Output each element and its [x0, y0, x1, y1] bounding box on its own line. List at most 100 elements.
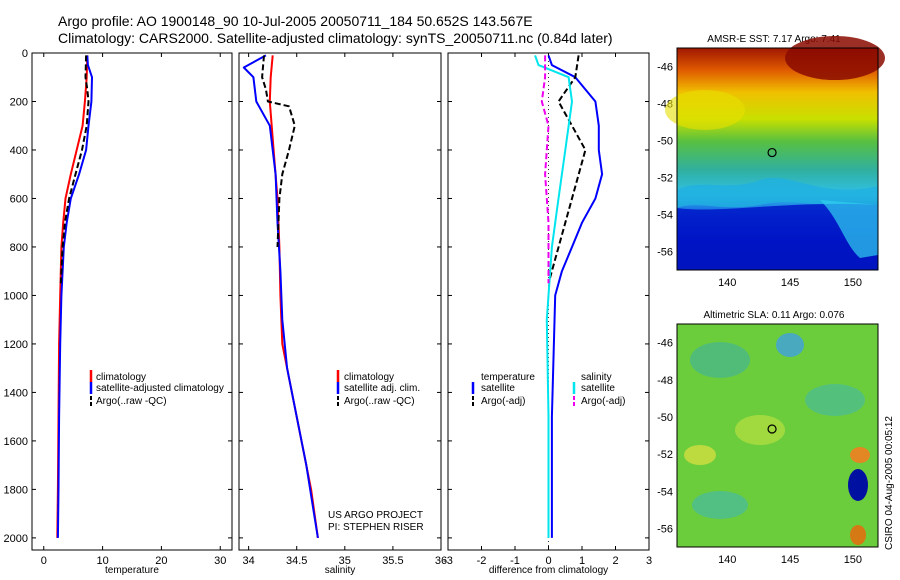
float-position-marker	[767, 147, 777, 158]
sla-map-title: Altimetric SLA: 0.11 Argo: 0.076	[703, 310, 844, 321]
y-tick-label: 1200	[4, 339, 28, 351]
map-y-tick-label: -54	[657, 210, 673, 222]
y-tick-label: 1600	[4, 436, 28, 448]
sla-low-core	[848, 469, 868, 501]
difference-legend: temperature satellite Argo(-adj) salinit…	[471, 372, 625, 408]
sla-high-patch	[850, 525, 866, 545]
x-tick-label: 1	[579, 555, 585, 567]
legend-satellite-adj-clim: satellite adj. clim.	[344, 383, 420, 394]
sla-high-patch	[684, 445, 716, 465]
map-y-tick-label: -50	[657, 412, 673, 424]
x-tick-label: 20	[155, 555, 167, 567]
sla-high-patch	[735, 415, 785, 445]
y-tick-label: 400	[10, 145, 28, 157]
x-axis-label: salinity	[325, 565, 356, 576]
map-y-tick-label: -52	[657, 449, 673, 461]
sla-low-patch	[690, 342, 750, 378]
series-line-argo-raw-qc	[261, 55, 296, 248]
series-line-satellite-adjusted-climatology	[56, 55, 93, 538]
series-line-satellite-adj-clim	[242, 54, 319, 539]
csiro-timestamp: CSIRO 04-Aug-2005 00:05:12	[884, 416, 895, 550]
x-tick-label: -1	[510, 555, 520, 567]
x-tick-label: 0	[545, 555, 551, 567]
climatology-subtitle: Climatology: CARS2000. Satellite-adjuste…	[58, 30, 613, 46]
y-tick-label: 800	[10, 242, 28, 254]
sla-low-patch	[776, 333, 804, 357]
series-line-satellite	[534, 55, 573, 538]
y-tick-label: 2000	[4, 533, 28, 545]
map-x-tick-label: 145	[781, 554, 799, 566]
map-y-tick-label: -56	[657, 247, 673, 259]
legend-temp-argo: Argo(-adj)	[481, 396, 525, 407]
x-tick-label: 34.5	[286, 555, 307, 567]
sla-low-patch	[692, 491, 748, 519]
map-y-tick-label: -54	[657, 486, 673, 498]
series-line-argo-adj	[540, 55, 550, 284]
x-axis-label: temperature	[105, 565, 159, 576]
panel-frame	[31, 52, 233, 551]
x-tick-label: 34	[242, 555, 254, 567]
map-y-tick-label: -46	[657, 338, 673, 350]
sst-cold-region	[677, 203, 878, 270]
salinity-legend: climatology satellite adj. clim. Argo(..…	[336, 370, 420, 408]
map-x-tick-label: 150	[844, 277, 862, 289]
y-tick-label: 1800	[4, 484, 28, 496]
series-line-argo-raw-qc	[59, 55, 90, 284]
x-axis-label: difference from climatology	[489, 565, 608, 576]
y-tick-label: 600	[10, 193, 28, 205]
sla-high-patch	[850, 447, 870, 463]
x-tick-label: 35.5	[382, 555, 403, 567]
x-tick-label: -3	[443, 555, 453, 567]
series-line-argo-adj	[547, 55, 587, 284]
y-tick-label: 0	[22, 48, 28, 60]
map-x-tick-label: 140	[718, 554, 736, 566]
sst-eddy	[820, 200, 878, 258]
map-x-tick-label: 150	[844, 554, 862, 566]
legend-satellite-adjusted: satellite-adjusted climatology	[96, 383, 224, 394]
series-line-satellite	[547, 55, 604, 538]
x-tick-label: 3	[646, 555, 652, 567]
x-tick-label: -2	[477, 555, 487, 567]
map-y-tick-label: -56	[657, 523, 673, 535]
float-position-marker	[767, 424, 777, 434]
y-tick-label: 200	[10, 96, 28, 108]
map-y-tick-label: -48	[657, 375, 673, 387]
map-y-tick-label: -46	[657, 62, 673, 74]
x-tick-label: 10	[96, 555, 108, 567]
legend-temp-satellite: satellite	[481, 383, 515, 394]
legend-salinity-heading: salinity	[581, 372, 612, 383]
x-tick-label: 36	[435, 555, 447, 567]
y-tick-label: 1000	[4, 290, 28, 302]
sst-map	[665, 36, 885, 271]
legend-climatology: climatology	[344, 372, 394, 383]
sla-map-frame	[676, 323, 879, 548]
sst-warm-patch	[665, 90, 745, 130]
sst-map-title: AMSR-E SST: 7.17 Argo: 7.41	[707, 34, 841, 45]
map-x-tick-label: 145	[781, 277, 799, 289]
sla-low-patch	[805, 384, 865, 416]
profile-title: Argo profile: AO 1900148_90 10-Jul-2005 …	[58, 13, 533, 29]
map-y-tick-label: -52	[657, 173, 673, 185]
credit-pi: PI: STEPHEN RISER	[328, 522, 424, 533]
x-tick-label: 35	[339, 555, 351, 567]
credit-project: US ARGO PROJECT	[328, 510, 423, 521]
x-tick-label: 30	[214, 555, 226, 567]
legend-temperature-heading: temperature	[481, 372, 535, 383]
sst-front	[677, 177, 878, 208]
legend-climatology: climatology	[96, 372, 146, 383]
legend-sal-argo: Argo(-adj)	[581, 396, 625, 407]
temperature-legend: climatology satellite-adjusted climatolo…	[89, 370, 224, 408]
x-tick-label: 0	[41, 555, 47, 567]
legend-sal-satellite: satellite	[581, 383, 615, 394]
sst-map-frame	[676, 47, 879, 271]
x-tick-label: 2	[612, 555, 618, 567]
legend-argo: Argo(..raw -QC)	[344, 396, 415, 407]
y-tick-label: 1400	[4, 387, 28, 399]
panel-frame	[238, 52, 442, 551]
map-y-tick-label: -50	[657, 136, 673, 148]
sla-map	[676, 323, 879, 548]
sst-warm-patch	[785, 36, 885, 80]
legend-argo: Argo(..raw -QC)	[96, 396, 167, 407]
map-x-tick-label: 140	[718, 277, 736, 289]
